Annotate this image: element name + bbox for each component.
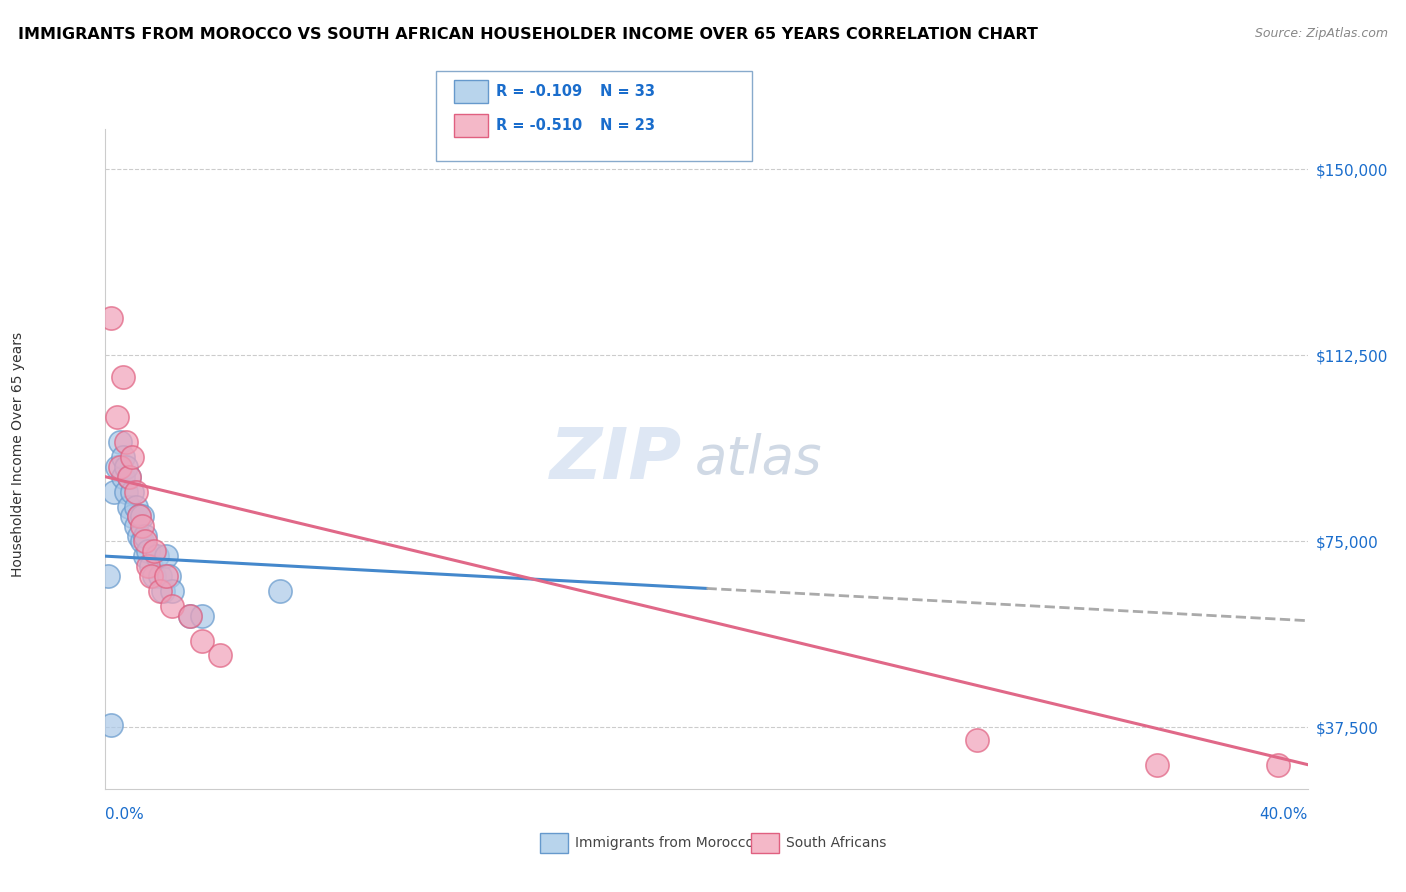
Point bbox=[142, 569, 165, 583]
Point bbox=[110, 435, 132, 450]
Point bbox=[115, 435, 138, 450]
Point bbox=[134, 529, 156, 543]
Point bbox=[124, 484, 146, 499]
Point bbox=[115, 484, 138, 499]
Point bbox=[160, 599, 183, 613]
Point bbox=[121, 450, 143, 464]
Point bbox=[136, 559, 159, 574]
Point bbox=[107, 410, 129, 425]
Point bbox=[131, 519, 153, 533]
Point bbox=[148, 583, 170, 598]
Point bbox=[139, 569, 162, 583]
Point bbox=[112, 370, 135, 384]
Point bbox=[148, 569, 170, 583]
Point bbox=[136, 544, 159, 558]
Point bbox=[103, 484, 125, 499]
Point bbox=[118, 469, 141, 483]
Point bbox=[142, 544, 165, 558]
Point bbox=[179, 608, 201, 623]
Point bbox=[110, 459, 132, 474]
Point bbox=[97, 569, 120, 583]
Text: Immigrants from Morocco: Immigrants from Morocco bbox=[575, 836, 754, 850]
Point bbox=[155, 569, 177, 583]
Point bbox=[190, 633, 212, 648]
Point bbox=[118, 469, 141, 483]
Point bbox=[107, 459, 129, 474]
Point bbox=[131, 509, 153, 524]
Point bbox=[115, 459, 138, 474]
Text: 40.0%: 40.0% bbox=[1260, 807, 1308, 822]
Point bbox=[139, 559, 162, 574]
Point bbox=[1267, 757, 1289, 772]
Text: atlas: atlas bbox=[695, 434, 823, 485]
Point bbox=[100, 310, 122, 325]
Point bbox=[160, 583, 183, 598]
Point bbox=[112, 469, 135, 483]
Point bbox=[121, 484, 143, 499]
Point bbox=[118, 500, 141, 514]
Point bbox=[157, 569, 180, 583]
Point bbox=[128, 509, 150, 524]
Text: R = -0.510: R = -0.510 bbox=[496, 119, 582, 133]
Point bbox=[208, 648, 231, 663]
Text: N = 33: N = 33 bbox=[600, 85, 655, 99]
Point bbox=[128, 509, 150, 524]
Point bbox=[1146, 757, 1168, 772]
Point bbox=[128, 529, 150, 543]
Text: IMMIGRANTS FROM MOROCCO VS SOUTH AFRICAN HOUSEHOLDER INCOME OVER 65 YEARS CORREL: IMMIGRANTS FROM MOROCCO VS SOUTH AFRICAN… bbox=[18, 27, 1038, 42]
Text: R = -0.109: R = -0.109 bbox=[496, 85, 582, 99]
Text: South Africans: South Africans bbox=[786, 836, 886, 850]
Text: Source: ZipAtlas.com: Source: ZipAtlas.com bbox=[1254, 27, 1388, 40]
Point bbox=[145, 549, 167, 563]
Point bbox=[100, 718, 122, 732]
Point bbox=[179, 608, 201, 623]
Point bbox=[155, 549, 177, 563]
Point bbox=[121, 509, 143, 524]
Text: Householder Income Over 65 years: Householder Income Over 65 years bbox=[11, 333, 25, 577]
Point bbox=[152, 583, 174, 598]
Point bbox=[134, 534, 156, 549]
Point bbox=[269, 583, 291, 598]
Point bbox=[966, 732, 988, 747]
Point bbox=[134, 549, 156, 563]
Point bbox=[112, 450, 135, 464]
Text: ZIP: ZIP bbox=[550, 425, 682, 494]
Text: N = 23: N = 23 bbox=[600, 119, 655, 133]
Text: 0.0%: 0.0% bbox=[105, 807, 145, 822]
Point bbox=[190, 608, 212, 623]
Point bbox=[131, 534, 153, 549]
Point bbox=[124, 519, 146, 533]
Point bbox=[124, 500, 146, 514]
